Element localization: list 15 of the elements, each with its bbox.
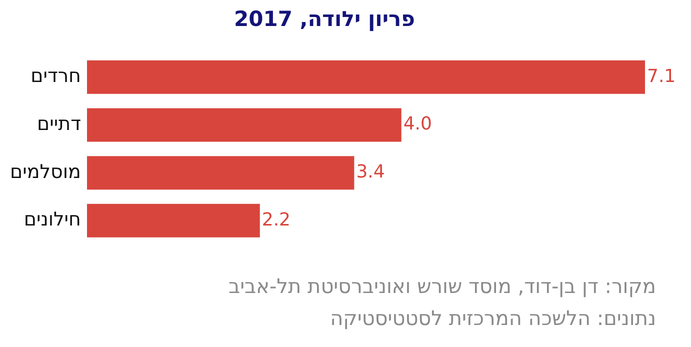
- y-tick-label: דתיים: [37, 112, 81, 135]
- text: נתונים: הלשכה המרכזית לסטטיסטיקה: [330, 305, 656, 332]
- y-tick-label: חילונים: [24, 208, 81, 231]
- bar: [86, 60, 645, 94]
- bar: [86, 108, 402, 142]
- data-label: 4.0: [403, 114, 432, 135]
- text: מקור: דן בן-דוד, מוסד שורש ואוניברסיטת תל-אביב: [228, 273, 656, 300]
- y-tick-label: מוסלמים: [10, 160, 81, 183]
- data-label: 2.2: [262, 209, 291, 230]
- chart-title: פריון ילודה, 2017: [234, 7, 415, 32]
- data-label: 7.1: [647, 66, 676, 87]
- y-tick-label: חרדים: [30, 65, 81, 88]
- data-label: 3.4: [356, 161, 385, 182]
- bar: [86, 156, 354, 190]
- bar: [86, 204, 260, 238]
